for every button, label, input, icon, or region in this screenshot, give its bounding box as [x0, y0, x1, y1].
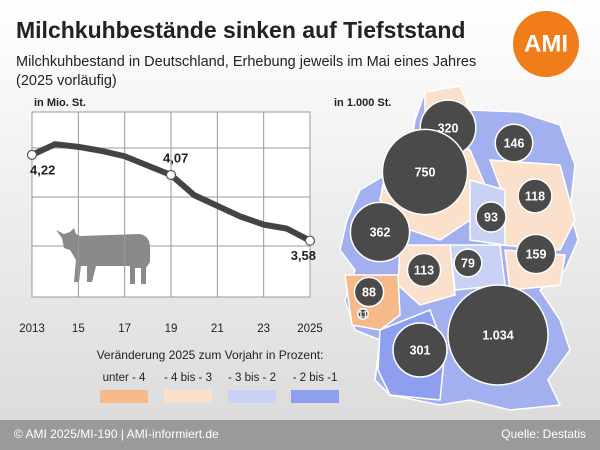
legend-swatch	[228, 390, 276, 403]
footer-left: © AMI 2025/MI-190 | AMI-informiert.de	[14, 427, 219, 441]
x-tick-label: 19	[165, 323, 178, 335]
bubble-label: 750	[415, 165, 436, 179]
bubble-label: 320	[438, 121, 459, 135]
legend-swatch	[291, 390, 339, 403]
data-label: 3,58	[291, 248, 316, 263]
bubble	[447, 284, 549, 386]
bubble-label: 79	[461, 256, 475, 270]
y-unit: in Mio. St.	[34, 97, 86, 109]
legend-swatch	[100, 390, 148, 403]
title: Milchkuhbestände sinken auf Tiefststand	[16, 17, 465, 43]
bubble	[349, 201, 411, 263]
bubble	[406, 252, 442, 288]
logo	[513, 11, 579, 77]
bubble-label: 93	[484, 210, 498, 224]
bubble-label: 146	[504, 136, 525, 150]
footer-right: Quelle: Destatis	[501, 427, 586, 441]
subtitle: (2025 vorläufig)	[16, 73, 117, 89]
bubble	[357, 308, 369, 320]
legend-label: - 4 bis - 3	[164, 372, 212, 384]
x-tick-label: 21	[211, 323, 224, 335]
bubble	[517, 178, 553, 214]
logo-text: AMI	[524, 30, 568, 57]
bubble-label: 301	[410, 343, 431, 357]
legend-title: Veränderung 2025 zum Vorjahr in Prozent:	[97, 348, 324, 362]
bubble-label: 118	[525, 189, 545, 203]
map-unit: in 1.000 St.	[334, 97, 391, 109]
data-point	[304, 235, 316, 246]
bubble	[392, 322, 448, 378]
x-tick-label: 2013	[19, 323, 45, 335]
data-label: 4,22	[30, 162, 55, 177]
legend-swatch	[164, 390, 212, 403]
data-point	[26, 149, 38, 160]
bubble-label: 11	[358, 309, 368, 319]
data-label: 4,07	[163, 150, 188, 165]
bubble-label: 113	[414, 263, 434, 277]
x-tick-label: 17	[118, 323, 131, 335]
bubble-label: 1.034	[482, 328, 513, 342]
cow-icon	[56, 228, 150, 284]
bubble	[475, 201, 507, 233]
legend-label: - 3 bis - 2	[228, 372, 276, 384]
x-tick-label: 23	[257, 323, 270, 335]
subtitle: Milchkuhbestand in Deutschland, Erhebung…	[16, 54, 476, 70]
bubble	[515, 233, 557, 275]
data-point	[165, 169, 177, 181]
bubble	[453, 248, 483, 278]
bubble-label: 88	[362, 285, 376, 299]
legend-label: - 2 bis -1	[293, 372, 338, 384]
x-tick-label: 2025	[297, 323, 323, 335]
legend-label: unter - 4	[103, 372, 146, 384]
bubble	[381, 128, 469, 216]
footer-bar	[0, 420, 600, 450]
x-tick-label: 15	[72, 323, 85, 335]
bubble-label: 362	[370, 225, 391, 239]
bubble	[353, 276, 385, 308]
bubble	[494, 123, 534, 163]
bubble-label: 159	[526, 247, 547, 261]
